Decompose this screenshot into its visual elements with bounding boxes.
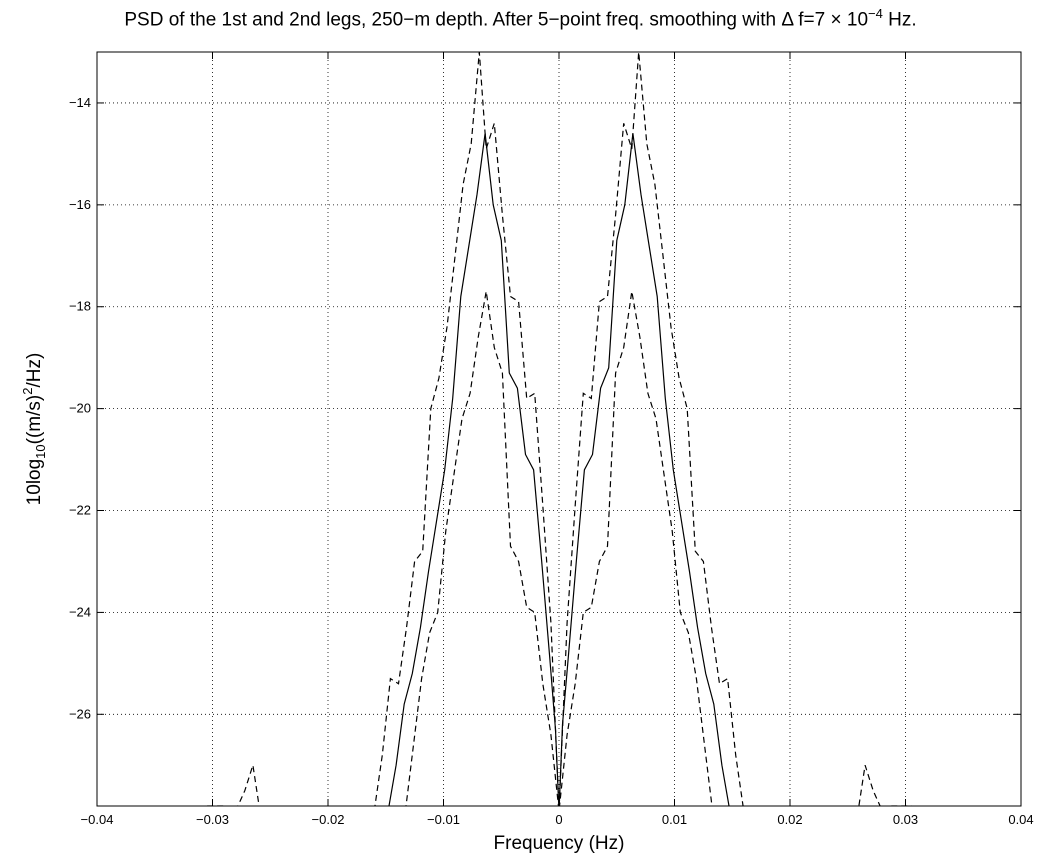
chart-title-main: PSD of the 1st and 2nd legs, 250−m depth… — [124, 9, 777, 31]
x-tick-label: −0.01 — [427, 812, 460, 827]
x-tick-label: 0 — [555, 812, 562, 827]
x-tick-label: 0.03 — [893, 812, 918, 827]
y-tick-label: −22 — [69, 503, 91, 518]
x-tick-label: 0.04 — [1008, 812, 1033, 827]
x-tick-label: −0.03 — [196, 812, 229, 827]
y-tick-label: −20 — [69, 401, 91, 416]
y-tick-label: −26 — [69, 706, 91, 721]
y-tick-label: −16 — [69, 197, 91, 212]
psd-dashed-line-2 — [405, 291, 713, 806]
psd-dashed-line-1 — [205, 52, 913, 806]
x-axis-label: Frequency (Hz) — [494, 833, 625, 854]
x-tick-label: 0.02 — [777, 812, 802, 827]
x-tick-label: 0.01 — [662, 812, 687, 827]
y-axis-label-part-b: ((m/s) — [24, 395, 45, 445]
grid-lines — [97, 52, 1021, 806]
axis-ticks: −0.04 −0.03 −0.02 −0.01 0 0.01 0.02 0.03 0.04 −14… — [69, 52, 1034, 827]
y-axis-label-part-a: 10log — [24, 459, 45, 506]
chart-title-delta: Δ — [781, 9, 793, 31]
y-tick-label: −14 — [69, 95, 91, 110]
y-axis-label-sup: 2 — [20, 388, 35, 395]
chart-title-rest: f=7 × 10 — [793, 9, 869, 31]
series-lines — [205, 52, 913, 806]
y-axis-label-sub: 10 — [33, 444, 48, 458]
chart-title-unit: Hz. — [882, 9, 917, 31]
y-tick-label: −18 — [69, 299, 91, 314]
psd-solid-line — [388, 133, 730, 806]
y-axis-label-part-c: /Hz) — [24, 353, 45, 388]
x-tick-label: −0.04 — [81, 812, 114, 827]
y-axis-label: 10log10((m/s)2/Hz) — [20, 353, 48, 506]
x-tick-label: −0.02 — [312, 812, 345, 827]
chart-title: PSD of the 1st and 2nd legs, 250−m depth… — [0, 6, 1041, 31]
chart-title-exponent: −4 — [868, 6, 883, 21]
y-tick-label: −24 — [69, 604, 91, 619]
